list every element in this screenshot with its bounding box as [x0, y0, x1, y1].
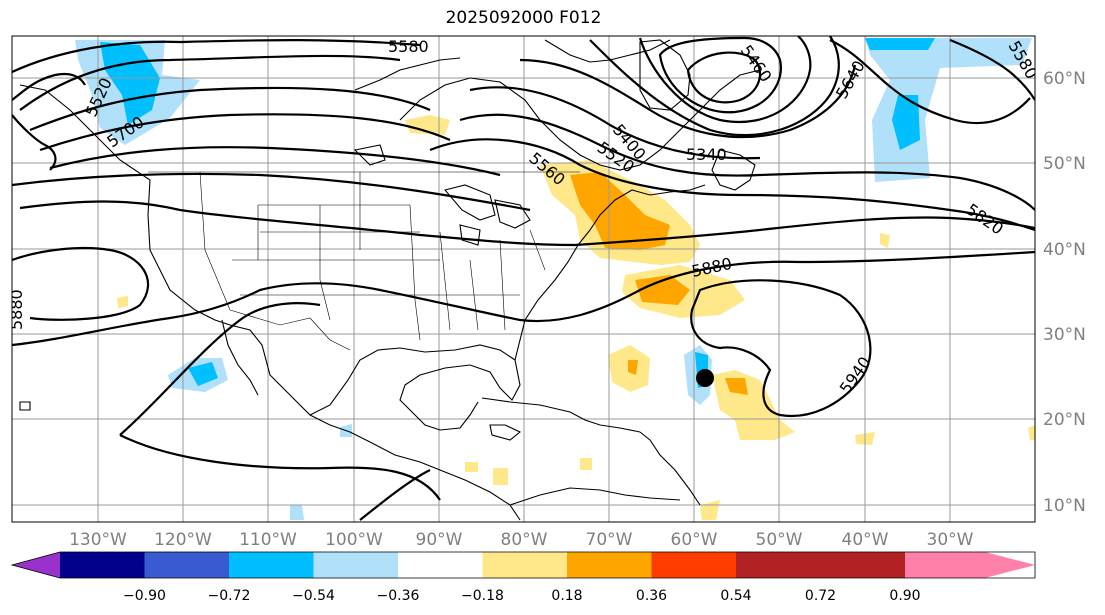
lat-label: 60°N	[1043, 69, 1086, 89]
colorbar-tick-label: −0.18	[461, 588, 504, 604]
contour-label: 5880	[690, 254, 734, 281]
colorbar-tick-label: −0.36	[377, 588, 420, 604]
lat-label: 30°N	[1043, 325, 1086, 345]
lon-label: 50°W	[756, 530, 803, 550]
colorbar-tick-label: −0.72	[208, 588, 251, 604]
height-contours	[12, 36, 1035, 521]
lon-label: 130°W	[69, 530, 127, 550]
lon-label: 60°W	[671, 530, 718, 550]
colorbar-tick-label: 0.36	[636, 588, 667, 604]
storm-center-marker	[696, 369, 714, 387]
lat-label: 20°N	[1043, 410, 1086, 430]
contour-label: 5820	[963, 200, 1007, 239]
colorbar-bin	[229, 552, 314, 578]
contour-label: 5880	[7, 289, 26, 330]
lon-label: 100°W	[325, 530, 383, 550]
political-borders	[148, 171, 580, 351]
map-title: 2025092000 F012	[445, 8, 602, 28]
colorbar-bin	[60, 552, 145, 578]
colorbar-tick-label: 0.18	[551, 588, 582, 604]
anomaly-shading	[75, 38, 1035, 520]
colorbar-tick-label: −0.54	[292, 588, 335, 604]
colorbar-tick-label: 0.54	[720, 588, 751, 604]
latitude-axis: 60°N 50°N 40°N 30°N 20°N 10°N	[1043, 69, 1086, 516]
lon-label: 40°W	[842, 530, 889, 550]
lon-label: 30°W	[927, 530, 974, 550]
contour-label: 5460	[737, 41, 776, 85]
colorbar-tick-label: 0.90	[889, 588, 920, 604]
contour-label: 5340	[686, 145, 727, 164]
map-frame	[11, 35, 1036, 523]
colorbar-extend-min	[12, 552, 60, 578]
colorbar-bin	[398, 552, 483, 578]
colorbar: −0.90 −0.72 −0.54 −0.36 −0.18 0.18 0.36 …	[10, 551, 1036, 604]
lon-label: 110°W	[239, 530, 297, 550]
lat-label: 10°N	[1043, 496, 1086, 516]
gridlines	[12, 36, 1035, 522]
lon-label: 90°W	[416, 530, 463, 550]
map-area: 5580 5460 5640 5580 5340 5400 5520 5560 …	[7, 36, 1035, 522]
colorbar-bin	[736, 552, 821, 578]
longitude-axis: 130°W 120°W 110°W 100°W 90°W 80°W 70°W 6…	[69, 530, 974, 550]
lon-label: 80°W	[501, 530, 548, 550]
lat-label: 50°N	[1043, 154, 1086, 174]
colorbar-bin	[482, 552, 567, 578]
lon-label: 120°W	[154, 530, 212, 550]
coastlines	[19, 39, 761, 521]
colorbar-bin	[313, 552, 398, 578]
colorbar-bin	[820, 552, 905, 578]
colorbar-bin	[144, 552, 229, 578]
contour-label: 5580	[388, 37, 429, 56]
colorbar-extend-max	[905, 552, 1035, 578]
lon-label: 70°W	[586, 530, 633, 550]
colorbar-tick-label: −0.90	[123, 588, 166, 604]
colorbar-bin	[651, 552, 736, 578]
colorbar-bin	[567, 552, 652, 578]
colorbar-tick-label: 0.72	[805, 588, 836, 604]
lat-label: 40°N	[1043, 240, 1086, 260]
